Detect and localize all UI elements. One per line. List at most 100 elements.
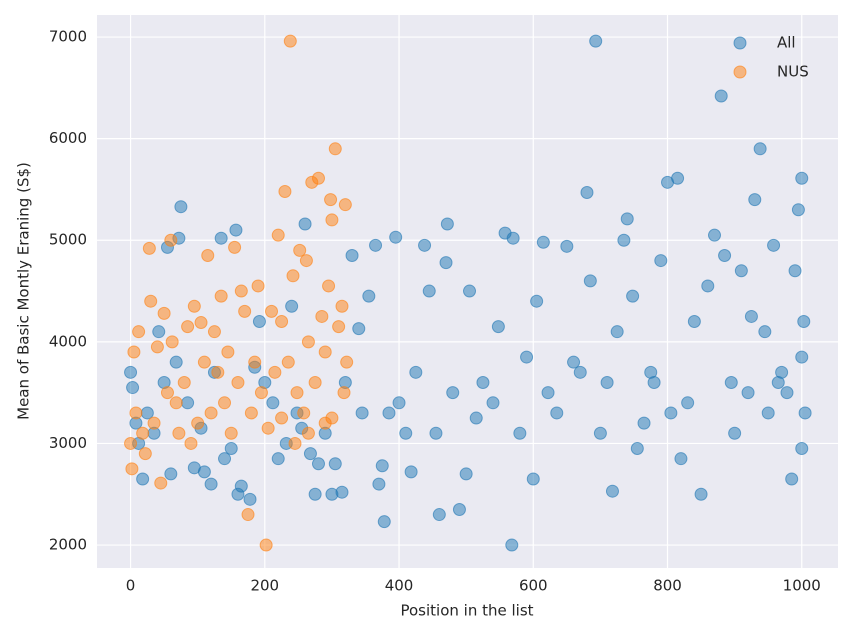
point bbox=[617, 233, 631, 247]
point bbox=[266, 396, 280, 410]
point bbox=[798, 406, 812, 420]
point bbox=[127, 345, 141, 359]
point bbox=[718, 248, 732, 262]
point bbox=[261, 421, 275, 435]
point bbox=[708, 228, 721, 242]
x-tick-label: 800 bbox=[653, 577, 682, 595]
point bbox=[268, 365, 282, 379]
point bbox=[286, 269, 300, 283]
point bbox=[177, 375, 191, 389]
point bbox=[797, 315, 811, 329]
point bbox=[530, 294, 544, 308]
point bbox=[299, 254, 313, 268]
point bbox=[610, 325, 624, 339]
point bbox=[174, 200, 188, 214]
point bbox=[181, 396, 195, 410]
point bbox=[694, 487, 708, 501]
point bbox=[221, 345, 235, 359]
point bbox=[285, 299, 299, 313]
point bbox=[164, 233, 178, 247]
point bbox=[573, 365, 587, 379]
point bbox=[647, 375, 661, 389]
point bbox=[125, 462, 139, 476]
point bbox=[580, 185, 594, 199]
point bbox=[251, 279, 265, 293]
point bbox=[362, 289, 376, 303]
point bbox=[389, 230, 403, 244]
point bbox=[788, 264, 802, 278]
x-tick-label: 200 bbox=[250, 577, 279, 595]
point bbox=[218, 452, 232, 466]
point bbox=[238, 304, 252, 318]
y-tick-label: 3000 bbox=[49, 434, 87, 452]
point bbox=[214, 289, 228, 303]
y-tick-label: 6000 bbox=[49, 129, 87, 147]
point bbox=[318, 345, 332, 359]
legend-label: NUS bbox=[777, 63, 809, 81]
point bbox=[301, 426, 315, 440]
point bbox=[345, 248, 359, 262]
point bbox=[124, 365, 138, 379]
point bbox=[593, 426, 607, 440]
point bbox=[734, 264, 748, 278]
point bbox=[550, 406, 564, 420]
point bbox=[775, 365, 789, 379]
point bbox=[728, 426, 742, 440]
point bbox=[197, 465, 211, 479]
x-tick-label: 0 bbox=[126, 577, 136, 595]
point bbox=[463, 284, 477, 298]
point bbox=[536, 235, 550, 249]
point bbox=[795, 442, 809, 456]
point bbox=[335, 485, 349, 499]
point bbox=[311, 457, 325, 471]
point bbox=[674, 452, 688, 466]
point bbox=[288, 436, 302, 450]
y-tick-label: 2000 bbox=[49, 536, 87, 554]
point bbox=[297, 406, 311, 420]
point bbox=[136, 472, 150, 486]
point bbox=[714, 89, 728, 103]
point bbox=[169, 355, 183, 369]
point bbox=[231, 375, 245, 389]
legend-marker bbox=[733, 65, 747, 79]
point bbox=[303, 447, 317, 461]
point bbox=[409, 365, 423, 379]
point bbox=[459, 467, 473, 481]
point bbox=[422, 284, 436, 298]
point bbox=[124, 436, 138, 450]
legend-marker bbox=[733, 36, 747, 50]
point bbox=[191, 416, 205, 430]
point bbox=[308, 375, 322, 389]
point bbox=[224, 442, 238, 456]
point bbox=[201, 248, 215, 262]
x-tick-label: 400 bbox=[385, 577, 414, 595]
point bbox=[126, 381, 140, 395]
point bbox=[355, 406, 369, 420]
point bbox=[439, 256, 453, 270]
point bbox=[600, 375, 614, 389]
point bbox=[325, 213, 339, 227]
point bbox=[160, 386, 174, 400]
x-tick-label: 1000 bbox=[783, 577, 821, 595]
point bbox=[620, 212, 634, 226]
point bbox=[187, 299, 201, 313]
point bbox=[271, 228, 285, 242]
point bbox=[654, 254, 668, 268]
point bbox=[701, 279, 715, 293]
point bbox=[767, 238, 781, 252]
point bbox=[142, 241, 156, 255]
y-tick-label: 4000 bbox=[49, 332, 87, 350]
point bbox=[605, 484, 619, 498]
point bbox=[440, 217, 454, 231]
point bbox=[152, 325, 166, 339]
point bbox=[293, 243, 307, 257]
point bbox=[753, 142, 767, 156]
point bbox=[486, 396, 500, 410]
point bbox=[324, 193, 338, 207]
point bbox=[567, 355, 581, 369]
point bbox=[520, 350, 534, 364]
point bbox=[392, 396, 406, 410]
point bbox=[687, 315, 701, 329]
point bbox=[165, 335, 179, 349]
point bbox=[136, 426, 150, 440]
